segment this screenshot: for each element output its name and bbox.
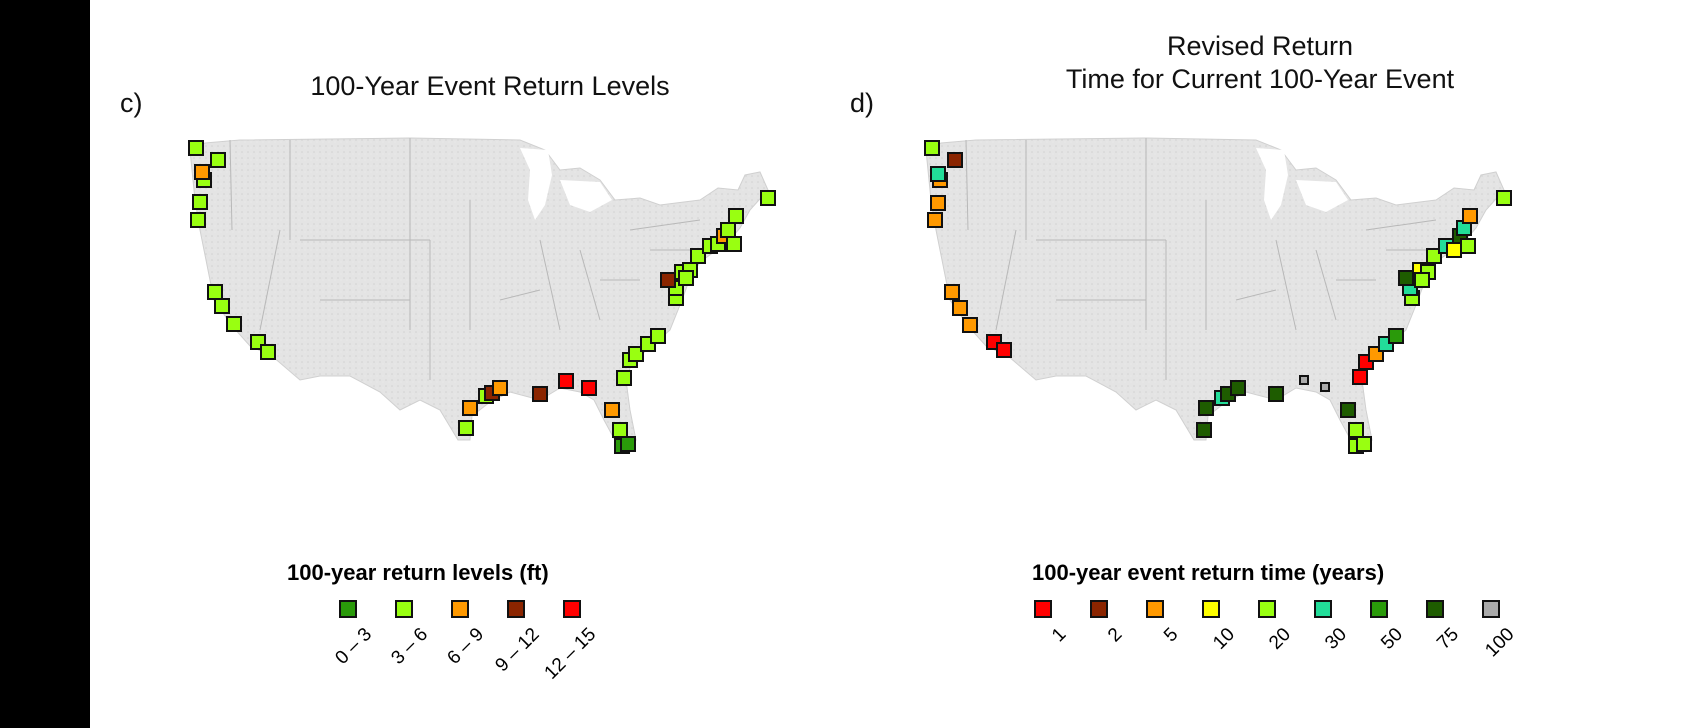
station-marker: [924, 140, 940, 156]
station-marker: [1320, 382, 1330, 392]
station-marker: [690, 248, 706, 264]
station-marker: [207, 284, 223, 300]
panel-title-line: 100-Year Event Return Levels: [310, 71, 670, 101]
panel-letter: d): [850, 88, 875, 118]
station-marker: [728, 208, 744, 224]
legend-swatch: [395, 600, 413, 618]
station-marker: [1348, 422, 1364, 438]
station-marker: [1426, 248, 1442, 264]
left-black-margin: [0, 0, 90, 728]
station-marker: [678, 270, 694, 286]
legend-title: 100-year event return time (years): [1032, 560, 1385, 585]
station-marker: [616, 370, 632, 386]
station-marker: [558, 373, 574, 389]
station-marker: [650, 328, 666, 344]
legend-swatch: [1426, 600, 1444, 618]
station-marker: [532, 386, 548, 402]
station-marker: [604, 402, 620, 418]
station-marker: [492, 380, 508, 396]
panel-title: Revised Return Time for Current 100-Year…: [940, 30, 1580, 96]
station-marker: [944, 284, 960, 300]
station-marker: [927, 212, 943, 228]
panel-title-line: Time for Current 100-Year Event: [1065, 64, 1455, 94]
station-marker: [462, 400, 478, 416]
station-marker: [1196, 422, 1212, 438]
station-marker: [1446, 242, 1462, 258]
legend-swatch: [563, 600, 581, 618]
station-marker: [260, 344, 276, 360]
legend-swatch: [507, 600, 525, 618]
legend-swatch: [1482, 600, 1500, 618]
station-marker: [1352, 369, 1368, 385]
station-marker: [660, 272, 676, 288]
station-marker: [628, 346, 644, 362]
station-marker: [947, 152, 963, 168]
station-marker: [1268, 386, 1284, 402]
station-marker: [952, 300, 968, 316]
legend-swatch: [1314, 600, 1332, 618]
station-marker: [612, 422, 628, 438]
panel-c: c) 100-Year Event Return Levels: [120, 70, 780, 118]
station-marker: [1356, 436, 1372, 452]
station-marker: [188, 140, 204, 156]
station-marker: [226, 316, 242, 332]
station-marker: [194, 164, 210, 180]
legend-swatch: [1090, 600, 1108, 618]
station-marker: [210, 152, 226, 168]
legend-title: 100-year return levels (ft): [287, 560, 549, 585]
legend-swatch: [1034, 600, 1052, 618]
station-marker: [1496, 190, 1512, 206]
legend-swatch: [451, 600, 469, 618]
station-marker: [1462, 208, 1478, 224]
station-marker: [1398, 270, 1414, 286]
station-marker: [930, 166, 946, 182]
legend-swatch: [339, 600, 357, 618]
panel-title-line: Revised Return: [1166, 31, 1354, 61]
station-marker: [620, 436, 636, 452]
station-marker: [1340, 402, 1356, 418]
station-marker: [760, 190, 776, 206]
station-marker: [1198, 400, 1214, 416]
station-markers: [188, 140, 1512, 454]
station-marker: [1460, 238, 1476, 254]
station-marker: [1414, 272, 1430, 288]
station-marker: [214, 298, 230, 314]
panel-title: 100-Year Event Return Levels: [200, 70, 780, 103]
legend-swatch: [1202, 600, 1220, 618]
legend-swatch: [1258, 600, 1276, 618]
station-marker: [190, 212, 206, 228]
station-marker: [930, 195, 946, 211]
station-marker: [996, 342, 1012, 358]
station-marker: [720, 222, 736, 238]
station-marker: [726, 236, 742, 252]
station-marker: [581, 380, 597, 396]
legend-swatch: [1146, 600, 1164, 618]
station-marker: [1388, 328, 1404, 344]
panel-letter: c): [120, 88, 143, 118]
station-marker: [1299, 375, 1309, 385]
station-marker: [458, 420, 474, 436]
station-marker: [962, 317, 978, 333]
station-marker: [1230, 380, 1246, 396]
legend-swatch: [1370, 600, 1388, 618]
panel-d: d) Revised Return Time for Current 100-Y…: [850, 0, 1706, 728]
station-marker: [192, 194, 208, 210]
